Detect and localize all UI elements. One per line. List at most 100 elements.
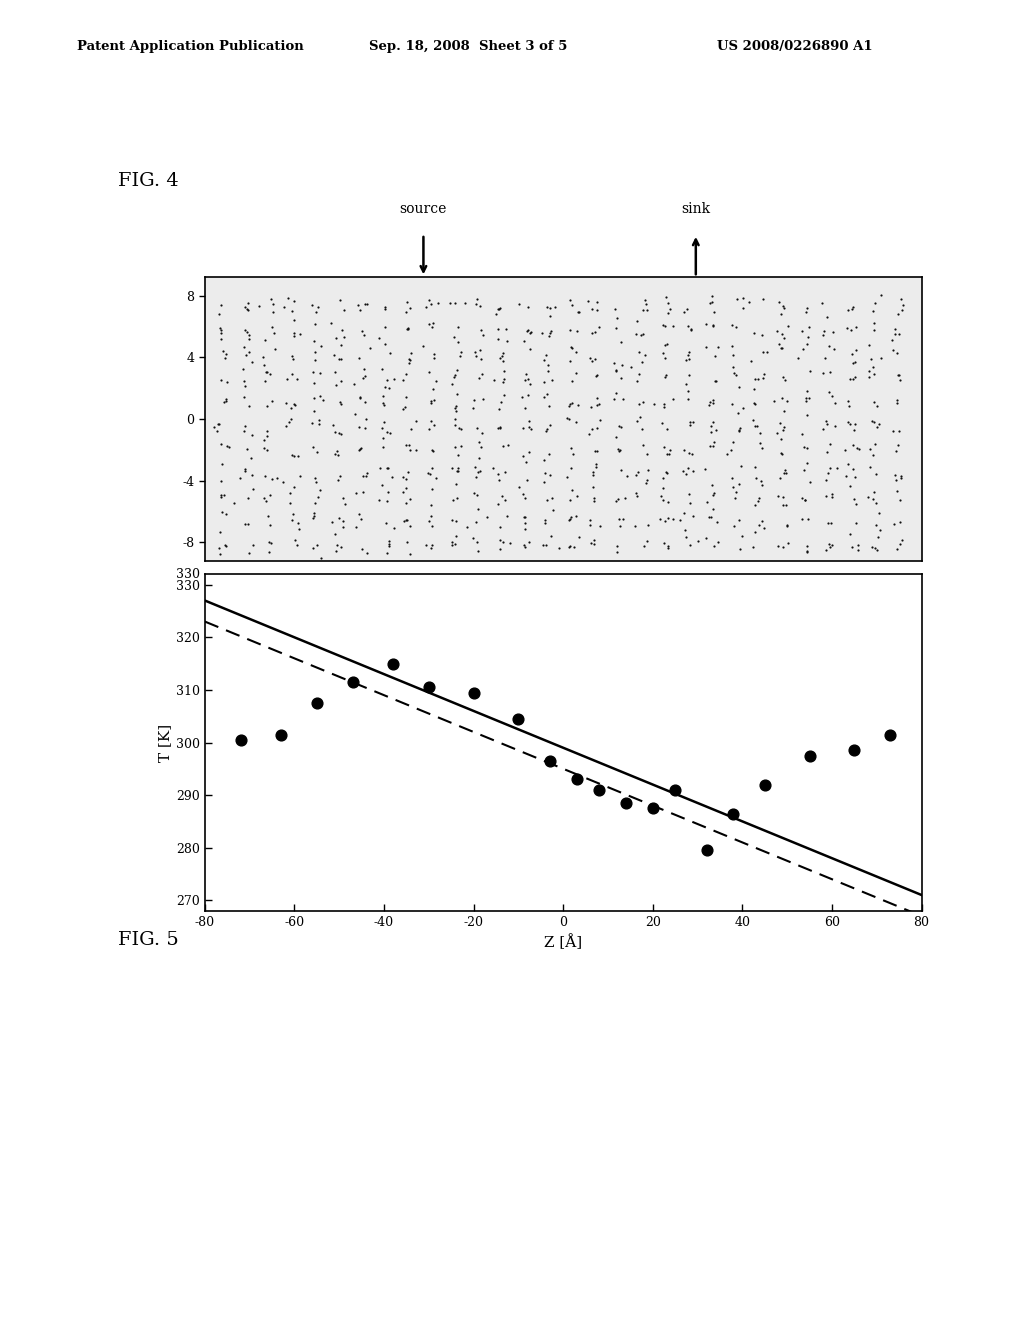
Point <box>259 440 275 461</box>
Point <box>472 339 488 360</box>
Point <box>609 541 626 562</box>
Point <box>217 389 233 411</box>
Point <box>585 465 601 486</box>
Point <box>892 533 908 554</box>
Point <box>655 342 672 363</box>
Point <box>261 543 278 564</box>
Point <box>752 422 768 444</box>
Point <box>489 329 506 350</box>
Point <box>261 364 278 385</box>
Point <box>443 458 460 479</box>
Point <box>379 457 395 478</box>
Point <box>799 380 815 401</box>
Point <box>779 532 796 553</box>
Point <box>542 465 558 486</box>
Point <box>212 318 228 339</box>
Point <box>774 444 791 465</box>
Point <box>799 334 815 355</box>
Point <box>680 457 696 478</box>
Point <box>666 388 682 409</box>
Point <box>495 345 511 366</box>
Point <box>352 387 369 408</box>
Point <box>421 362 437 383</box>
Point <box>401 434 418 455</box>
Point <box>237 319 253 341</box>
Point <box>217 535 233 556</box>
Point <box>638 293 654 314</box>
Point <box>680 345 696 366</box>
Point <box>882 725 898 746</box>
Point <box>705 499 721 520</box>
Point <box>377 298 393 319</box>
Point <box>679 298 695 319</box>
Point <box>444 374 461 395</box>
Point <box>634 392 650 413</box>
Point <box>312 335 329 356</box>
Point <box>616 487 633 508</box>
Point <box>239 321 255 342</box>
Point <box>773 304 790 325</box>
Point <box>681 442 697 463</box>
Point <box>845 296 861 317</box>
Point <box>751 487 767 508</box>
Point <box>401 543 418 564</box>
Point <box>377 297 393 318</box>
Point <box>681 484 697 506</box>
Point <box>244 424 260 445</box>
Point <box>446 366 463 387</box>
Point <box>307 467 324 488</box>
Point <box>415 335 431 356</box>
Point <box>493 298 509 319</box>
Point <box>517 370 534 391</box>
Point <box>376 395 392 416</box>
Point <box>398 319 415 341</box>
Point <box>244 351 260 372</box>
Point <box>847 351 863 372</box>
Point <box>740 292 757 313</box>
Point <box>848 317 864 338</box>
Point <box>778 515 795 536</box>
Point <box>521 417 538 438</box>
Point <box>583 533 599 554</box>
Point <box>755 438 771 459</box>
Point <box>284 444 300 465</box>
Point <box>683 444 699 465</box>
Point <box>814 293 830 314</box>
Point <box>774 486 791 507</box>
Point <box>585 462 601 483</box>
Point <box>754 474 770 495</box>
Point <box>728 364 744 385</box>
Point <box>379 543 395 564</box>
Point <box>518 451 535 473</box>
Point <box>800 326 816 347</box>
Point <box>398 301 415 322</box>
Point <box>659 418 676 440</box>
Point <box>285 348 301 370</box>
Point <box>304 294 321 315</box>
Point <box>521 441 538 462</box>
Point <box>815 325 831 346</box>
Point <box>563 393 580 414</box>
Point <box>237 371 253 392</box>
Point <box>631 363 647 384</box>
Point <box>617 792 634 813</box>
Point <box>846 488 862 510</box>
Point <box>705 484 721 506</box>
Point <box>775 537 792 558</box>
Point <box>824 483 841 504</box>
Point <box>824 486 841 507</box>
Point <box>817 540 834 561</box>
Point <box>327 421 343 442</box>
Point <box>845 434 861 455</box>
Point <box>567 506 584 527</box>
Point <box>521 374 538 395</box>
Point <box>423 494 439 515</box>
Point <box>660 537 677 558</box>
Point <box>537 512 553 533</box>
Point <box>657 334 674 355</box>
Point <box>264 301 281 322</box>
Point <box>567 363 584 384</box>
Point <box>397 363 414 384</box>
Point <box>542 414 558 436</box>
Point <box>748 393 764 414</box>
